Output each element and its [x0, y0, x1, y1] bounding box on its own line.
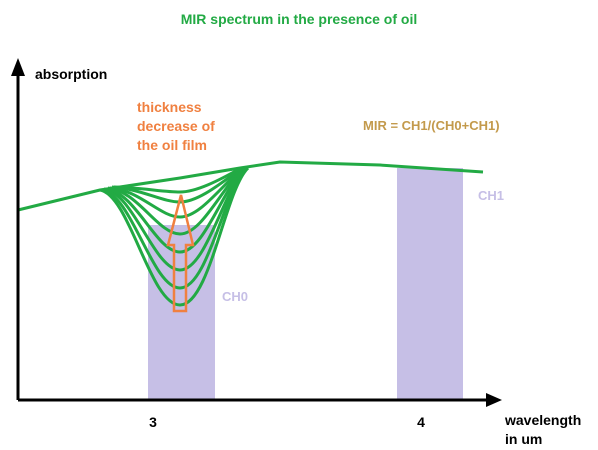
- x-tick-label: 3: [149, 414, 157, 430]
- dip-curve: [103, 166, 248, 272]
- dip-curve: [105, 166, 247, 254]
- dip-curve: [109, 166, 244, 219]
- spectrum-curves: [17, 160, 484, 307]
- annotation: decrease of: [137, 118, 215, 134]
- x-tick-label: 4: [417, 414, 425, 430]
- ch1-band: [397, 168, 463, 400]
- channel-label: CH1: [478, 188, 504, 203]
- x-axis-label: in um: [505, 431, 542, 447]
- channel-label: CH0: [222, 289, 248, 304]
- annotation: thickness: [137, 99, 202, 115]
- x-axis-label: wavelength: [504, 412, 581, 428]
- x-axis-arrow: [486, 393, 502, 407]
- title: MIR spectrum in the presence of oil: [181, 11, 418, 27]
- dip-curve: [107, 166, 245, 236]
- dip-curve: [99, 166, 250, 307]
- y-axis-arrow: [11, 58, 25, 76]
- dip-curve: [113, 166, 242, 194]
- formula: MIR = CH1/(CH0+CH1): [363, 118, 500, 133]
- dip-curve: [101, 166, 249, 290]
- y-axis-label: absorption: [35, 66, 107, 82]
- annotation: the oil film: [137, 137, 207, 153]
- thickness-arrow: [166, 194, 195, 313]
